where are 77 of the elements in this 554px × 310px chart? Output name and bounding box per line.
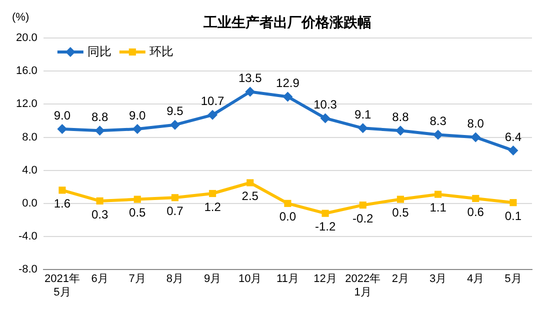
point bbox=[96, 197, 104, 204]
x-tick-label: 8月 bbox=[166, 273, 184, 286]
point bbox=[284, 200, 292, 207]
y-tick-label: -8.0 bbox=[18, 264, 38, 276]
point bbox=[57, 124, 68, 134]
y-tick-label: 20.0 bbox=[16, 32, 38, 44]
x-tick-label: 11月 bbox=[276, 273, 299, 286]
point bbox=[132, 124, 142, 134]
data-label: 0.5 bbox=[129, 206, 146, 220]
point bbox=[282, 92, 293, 102]
point bbox=[358, 123, 368, 134]
chart-title: 工业生产者出厂价格涨跌幅 bbox=[202, 14, 372, 30]
x-tick-label: 7月 bbox=[128, 273, 146, 286]
x-tick-label: 3月 bbox=[429, 273, 447, 286]
data-label: 9.0 bbox=[129, 108, 146, 122]
data-label: 1.6 bbox=[54, 196, 71, 211]
x-tick-label: 6月 bbox=[91, 273, 108, 286]
y-tick-label: 0.0 bbox=[22, 197, 38, 210]
data-label: -0.2 bbox=[352, 211, 374, 226]
data-label: 0.5 bbox=[392, 206, 410, 220]
point bbox=[359, 202, 366, 209]
data-label: 10.3 bbox=[314, 98, 338, 112]
data-label: 9.1 bbox=[354, 107, 372, 122]
y-tick-label: 8.0 bbox=[22, 131, 38, 144]
data-label: 9.0 bbox=[54, 108, 71, 122]
y-tick-label: -4.0 bbox=[18, 230, 38, 243]
point bbox=[508, 145, 518, 156]
data-label: 10.7 bbox=[200, 94, 225, 108]
data-label: 6.4 bbox=[504, 130, 522, 144]
x-tick-label: 10月 bbox=[238, 273, 262, 286]
point bbox=[395, 126, 406, 136]
point bbox=[246, 179, 254, 186]
data-label: 8.8 bbox=[91, 110, 108, 124]
data-label: 12.9 bbox=[276, 76, 300, 90]
y-tick-label: 12.0 bbox=[16, 98, 38, 110]
data-label: 0.7 bbox=[166, 204, 184, 218]
x-tick-label: 2022年 1月 bbox=[345, 273, 381, 298]
point bbox=[94, 126, 105, 136]
data-label: 8.0 bbox=[467, 116, 484, 131]
data-label: 8.3 bbox=[430, 114, 447, 128]
data-label: 0.3 bbox=[91, 207, 108, 222]
legend-label: 环比 bbox=[149, 44, 174, 58]
data-label: 0.0 bbox=[279, 210, 296, 224]
point bbox=[171, 194, 178, 202]
data-label: 0.6 bbox=[467, 204, 484, 219]
data-label: 0.1 bbox=[504, 208, 522, 223]
data-label: 9.5 bbox=[166, 104, 184, 118]
legend-label: 同比 bbox=[87, 44, 112, 58]
data-label: 1.1 bbox=[430, 200, 447, 215]
point bbox=[322, 210, 329, 217]
point bbox=[170, 120, 180, 130]
point bbox=[434, 190, 442, 198]
point bbox=[58, 186, 66, 194]
x-tick-label: 9月 bbox=[204, 273, 222, 286]
y-tick-label: 16.0 bbox=[16, 65, 38, 78]
x-tick-label: 2月 bbox=[392, 273, 410, 286]
point bbox=[209, 190, 216, 198]
data-label: 2.5 bbox=[242, 189, 259, 204]
x-tick-label: 5月 bbox=[504, 273, 522, 286]
x-tick-label: 2021年 5月 bbox=[44, 273, 80, 298]
x-tick-label: 12月 bbox=[314, 273, 337, 286]
data-label: 1.2 bbox=[204, 200, 222, 214]
point bbox=[208, 110, 218, 120]
point bbox=[472, 194, 480, 202]
point bbox=[470, 132, 481, 142]
point bbox=[433, 130, 444, 140]
point bbox=[134, 196, 141, 203]
point bbox=[245, 86, 256, 97]
point bbox=[510, 199, 517, 206]
data-label: 13.5 bbox=[238, 71, 262, 86]
point bbox=[396, 196, 404, 203]
x-tick-label: 4月 bbox=[467, 273, 484, 286]
data-label: -1.2 bbox=[314, 220, 336, 234]
point bbox=[320, 113, 330, 124]
data-label: 8.8 bbox=[392, 110, 410, 124]
y-tick-label: 4.0 bbox=[22, 164, 38, 176]
y-axis-title: (%) bbox=[12, 12, 30, 24]
